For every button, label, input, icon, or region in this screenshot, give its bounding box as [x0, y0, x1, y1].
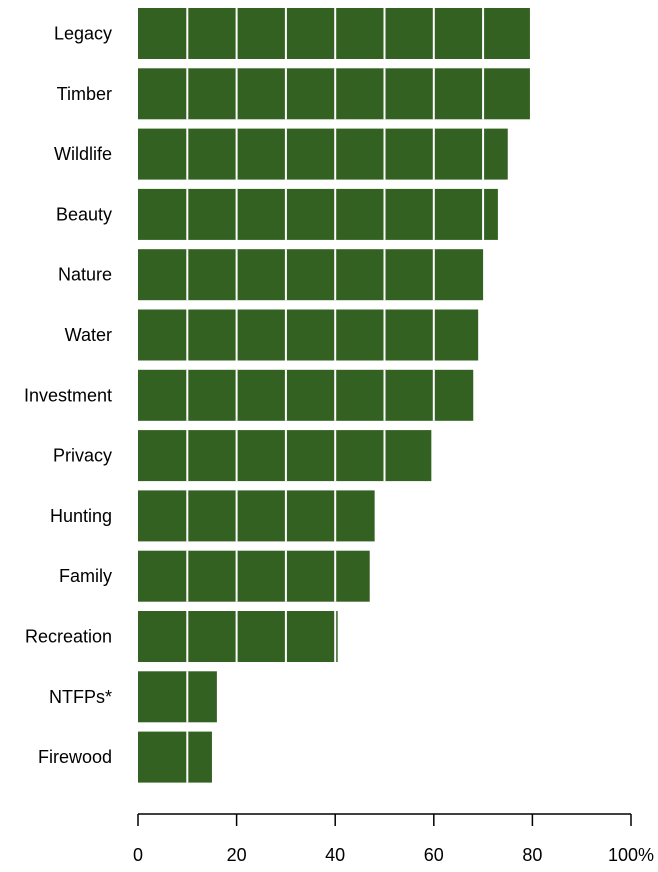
- bar-recreation: [138, 611, 338, 662]
- category-label-family: Family: [59, 566, 112, 586]
- x-tick-label-20: 20: [227, 845, 247, 865]
- bar-firewood: [138, 731, 212, 783]
- category-label-firewood: Firewood: [38, 747, 112, 767]
- category-label-hunting: Hunting: [50, 506, 112, 526]
- bar-legacy: [138, 8, 530, 59]
- category-label-legacy: Legacy: [54, 24, 112, 44]
- bar-privacy: [138, 430, 432, 482]
- category-label-nature: Nature: [58, 265, 112, 285]
- bar-timber: [138, 68, 530, 120]
- category-label-water: Water: [65, 325, 112, 345]
- grid-lines: [186, 8, 485, 783]
- x-tick-label-60: 60: [424, 845, 444, 865]
- bar-beauty: [138, 188, 498, 240]
- category-label-ntfps: NTFPs*: [49, 687, 112, 707]
- category-label-recreation: Recreation: [25, 627, 112, 647]
- bar-water: [138, 309, 479, 361]
- x-tick-label-80: 80: [522, 845, 542, 865]
- bar-nature: [138, 249, 484, 301]
- bars-group: [138, 8, 530, 783]
- bar-family: [138, 550, 370, 602]
- category-label-timber: Timber: [57, 84, 112, 104]
- category-label-privacy: Privacy: [53, 446, 112, 466]
- x-tick-label-40: 40: [325, 845, 345, 865]
- category-labels: Legacy Timber Wildlife Beauty Nature Water Inv…: [24, 24, 112, 768]
- x-axis: 0 20 40 60 80 100%: [133, 813, 654, 865]
- category-label-beauty: Beauty: [56, 204, 112, 224]
- x-tick-label-0: 0: [133, 845, 143, 865]
- x-tick-label-100: 100%: [608, 845, 654, 865]
- bar-ntfps: [138, 671, 217, 723]
- bar-investment: [138, 369, 474, 421]
- category-label-investment: Investment: [24, 385, 112, 405]
- bar-hunting: [138, 490, 375, 542]
- bar-wildlife: [138, 128, 508, 180]
- category-label-wildlife: Wildlife: [54, 144, 112, 164]
